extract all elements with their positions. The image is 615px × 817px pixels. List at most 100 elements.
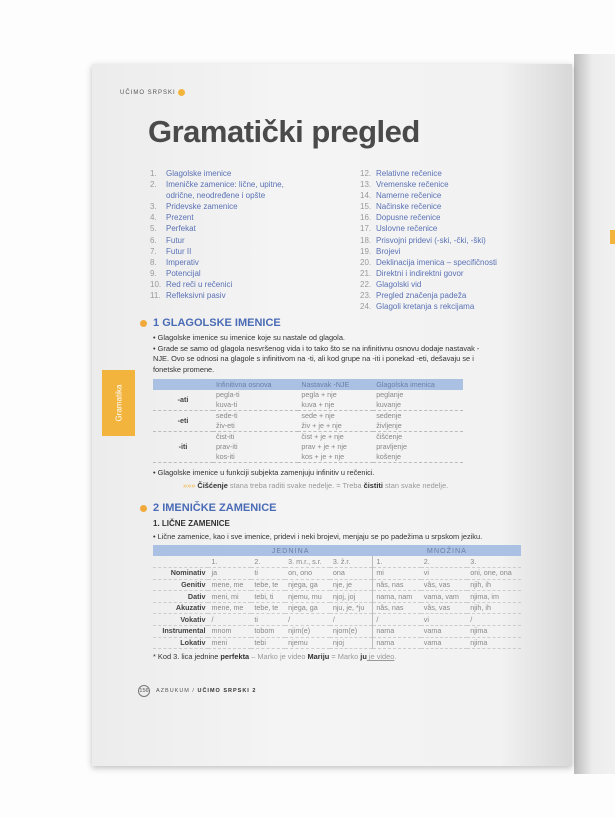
text: 7.: [150, 246, 157, 256]
text: ju: [360, 652, 367, 662]
text: 2.: [251, 556, 286, 569]
text: vi: [420, 567, 468, 580]
text: Direktni i indirektni govor: [376, 268, 464, 278]
text: /: [285, 613, 330, 627]
text: nju, je, *ju: [329, 602, 373, 615]
toc-item: 21. Direktni i indirektni govor: [360, 268, 497, 279]
text: 3. ž.r.: [329, 556, 373, 569]
text: tobom: [251, 625, 286, 638]
text: Vremenske rečenice: [376, 180, 449, 190]
text: Futur II: [166, 246, 192, 256]
arrow-icon: »»»: [183, 480, 196, 490]
text: njim(e): [285, 625, 330, 638]
text: 3. m.r., s.r.: [285, 556, 330, 569]
text: vâs, vas: [420, 579, 468, 592]
text: 2.: [420, 556, 468, 569]
table-row: Vokativ / ti / / / vi /: [153, 613, 521, 627]
text: nama: [372, 637, 421, 650]
personal-pronoun-table: JEDNINA MNOŽINA 1. 2. 3. m.r., s.r. 3. ž.r. 1.…: [153, 545, 521, 650]
text: on, ono: [285, 567, 330, 580]
text: njima: [467, 637, 521, 650]
table-row: -eti sede-ti sede + nje sedenje: [153, 410, 463, 432]
text: Prezent: [166, 213, 194, 223]
text: Nastavak -NJE: [298, 379, 374, 390]
page-number: 156: [138, 684, 150, 697]
text: [153, 379, 213, 390]
text: /: [372, 613, 421, 627]
toc-item: 7. Futur II: [150, 246, 284, 257]
text: tebe, te: [251, 602, 286, 615]
toc-item: 17. Uslovne rečenice: [360, 223, 497, 234]
text: 15.: [360, 202, 372, 212]
toc-left: 1. Glagolske imenice 2. Imeničke zamenice: …: [150, 168, 284, 301]
text: 17.: [360, 224, 372, 234]
text: Glagoli kretanja s rekcijama: [376, 302, 475, 312]
text: 10.: [150, 279, 162, 289]
text: živ + je + nje: [298, 421, 374, 432]
text: mi: [372, 567, 421, 580]
toc-item: 15. Načinske rečenice: [360, 201, 497, 212]
text: stana treba raditi svake nedelje. = Treb…: [227, 480, 364, 490]
text: MNOŽINA: [372, 545, 521, 556]
text: mene, me: [208, 602, 252, 615]
text: prav + je + nje: [301, 442, 347, 451]
text: 16.: [360, 213, 372, 223]
text: 14.: [360, 191, 372, 201]
text: Potencijal: [166, 268, 201, 278]
text: IMENIČKE ZAMENICE: [162, 502, 277, 514]
text: nje, je: [329, 579, 373, 592]
text: njemu, mu: [285, 590, 330, 603]
text: košenje: [373, 452, 463, 463]
text: nama: [372, 625, 421, 638]
text: /: [467, 613, 521, 627]
toc-item: odrične, neodređene i opšte: [150, 190, 284, 201]
running-header: UČIMO SRPSKI: [120, 89, 185, 96]
text: 3.: [467, 556, 521, 569]
text: življenje: [373, 421, 463, 432]
text: odrične, neodređene i opšte: [166, 191, 266, 201]
text: 24.: [360, 302, 372, 312]
text: -iti: [153, 431, 213, 463]
paragraph: • Glagolske imenice su imenice koje su n…: [153, 333, 345, 342]
text: 9.: [150, 268, 157, 278]
text: 23.: [360, 291, 372, 301]
text: /: [329, 613, 373, 627]
table-row: Nominativ ja ti on, ono ona mi vi oni, one, ona: [153, 567, 521, 580]
toc-item: 20. Deklinacija imenica – specifičnosti: [360, 257, 497, 268]
text: AZBUKUM: [156, 687, 190, 694]
text: živ-eti: [213, 421, 299, 432]
footnote: * Kod 3. lica jednine perfekta – Marko j…: [153, 652, 523, 663]
text: pegla-ti: [216, 390, 240, 399]
text: UČIMO SRPSKI 2: [197, 687, 257, 694]
text: mnom: [208, 625, 252, 638]
next-page-marker: [610, 230, 615, 244]
text: kuva + nje: [298, 400, 374, 411]
bullet-icon: [140, 319, 147, 327]
text: Namerne rečenice: [376, 191, 442, 201]
text: meni: [208, 637, 252, 650]
dot-icon: [177, 89, 185, 96]
text: kos-iti: [213, 452, 299, 463]
table-row: kos-iti kos + je + nje košenje: [153, 452, 463, 463]
side-tab: Gramatika: [102, 370, 135, 436]
text: Pregled značenja padeža: [376, 291, 467, 301]
text: 20.: [360, 257, 372, 267]
text: perfekta: [220, 652, 250, 662]
text: Glagolske imenice: [166, 169, 232, 178]
text: ti: [251, 567, 286, 580]
subsection-heading: 1. LIČNE ZAMENICE: [153, 519, 230, 528]
text: 6.: [150, 235, 157, 245]
toc-item: 12. Relativne rečenice: [360, 168, 497, 179]
text: Pridevske zamenice: [166, 202, 238, 212]
text: sede-ti: [216, 411, 238, 420]
text: Perfekat: [166, 224, 196, 234]
text: Refleksivni pasiv: [166, 291, 226, 301]
text: Dativ: [153, 590, 209, 603]
text: sede + nje: [301, 411, 335, 420]
text: .: [394, 652, 397, 662]
series-name: UČIMO SRPSKI: [120, 90, 176, 97]
toc-item: 6. Futur: [150, 235, 284, 246]
text: 19.: [360, 246, 372, 256]
text: čist-iti: [216, 432, 235, 441]
text: tebi, ti: [251, 590, 286, 603]
